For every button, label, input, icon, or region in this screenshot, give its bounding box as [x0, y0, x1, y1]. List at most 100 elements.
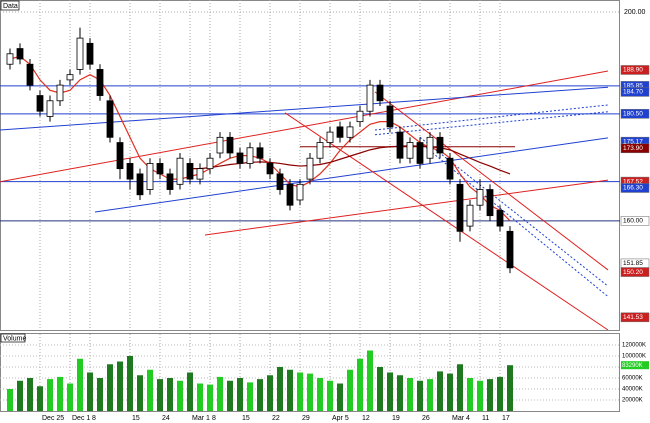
price-marker	[620, 267, 650, 277]
candle-body	[346, 126, 354, 138]
volume-bar	[47, 379, 53, 411]
volume-bar	[57, 376, 63, 411]
chart-title: Data	[3, 3, 18, 10]
candle-body	[436, 136, 444, 154]
volume-bar	[367, 350, 373, 411]
price-marker	[620, 216, 650, 226]
price-marker-label: 166.30	[623, 185, 643, 192]
candle-body	[366, 84, 374, 112]
y-tick-label: 200.00	[624, 9, 646, 16]
price-marker	[620, 183, 650, 193]
trendline	[374, 104, 609, 131]
candle-body	[266, 163, 274, 175]
title-box	[0, 0, 20, 11]
candle-body	[26, 63, 34, 86]
price-marker	[620, 65, 650, 75]
x-tick-label: Dec 1	[72, 415, 90, 422]
volume-bar	[177, 380, 183, 411]
volume-tick-label: 100000K	[622, 354, 646, 360]
volume-marker	[621, 361, 649, 370]
x-tick-label: Apr 5	[332, 415, 349, 422]
volume-bar	[297, 372, 303, 411]
trendline	[0, 70, 609, 183]
price-marker-label: 184.70	[623, 89, 643, 96]
x-tick-label: 12	[362, 415, 370, 422]
volume-bar	[107, 364, 113, 411]
volume-bar	[477, 380, 483, 411]
volume-bar	[357, 358, 363, 411]
trendline	[0, 86, 609, 131]
volume-bar	[447, 373, 453, 411]
x-tick-label: 19	[392, 415, 400, 422]
volume-bar	[187, 372, 193, 411]
candle-body	[16, 48, 24, 60]
candle-body	[386, 105, 394, 128]
volume-bar	[397, 375, 403, 411]
candle-body	[56, 84, 64, 102]
volume-bar	[207, 384, 213, 411]
volume-title-box	[0, 333, 26, 343]
x-tick-label: Mar 1	[192, 415, 210, 422]
candle-body	[196, 168, 204, 180]
candle-body	[466, 204, 474, 227]
candle-body	[306, 157, 314, 180]
marks	[6, 27, 514, 411]
candle-body	[506, 230, 514, 269]
candle-body	[246, 147, 254, 164]
price-marker-label: 175.17	[623, 138, 643, 145]
volume-bar	[307, 373, 313, 411]
x-tick-label: 26	[422, 415, 430, 422]
volume-bar	[197, 383, 203, 411]
candle-body	[76, 37, 84, 70]
price-marker-label: 188.90	[623, 67, 643, 74]
volume-bar	[67, 383, 73, 411]
volume-bar	[437, 371, 443, 411]
x-tick-label: 15	[132, 415, 140, 422]
volume-tick-label: 20000K	[622, 398, 643, 404]
x-tick-label: 15	[242, 415, 250, 422]
volume-bar	[387, 372, 393, 411]
candle-body	[326, 131, 334, 143]
volume-bar	[267, 375, 273, 411]
candle-body	[36, 95, 44, 112]
price-marker	[620, 143, 650, 154]
candle-body	[496, 210, 504, 227]
candle-body	[86, 42, 94, 65]
volume-bar	[497, 376, 503, 411]
candle-body	[46, 100, 54, 117]
volume-bar	[137, 375, 143, 411]
price-marker	[620, 87, 650, 97]
price-marker-label: 141.53	[623, 314, 643, 321]
volume-marker-label: 83290K	[622, 363, 643, 369]
candle-body	[6, 53, 14, 65]
price-marker	[620, 312, 650, 323]
x-tick-label: 17	[502, 415, 510, 422]
candle-body	[106, 100, 114, 138]
volume-bar	[287, 369, 293, 411]
volume-bar	[427, 379, 433, 411]
candle-body	[146, 163, 154, 190]
price-marker-label: 173.90	[623, 145, 643, 152]
trendline	[374, 111, 609, 136]
volume-bar	[7, 389, 13, 411]
candle-body	[416, 142, 424, 164]
price-marker-label: 151.85	[623, 260, 643, 267]
volume-bar	[467, 378, 473, 411]
candle-body	[336, 126, 344, 138]
trendline	[284, 112, 609, 331]
candle-body	[486, 189, 494, 217]
candle-body	[476, 189, 484, 206]
candle-body	[166, 173, 174, 190]
trendline	[374, 91, 609, 271]
x-tick-label: 22	[272, 415, 280, 422]
candle-body	[426, 136, 434, 159]
volume-bar	[77, 358, 83, 411]
volume-bar	[217, 376, 223, 411]
candle-body	[296, 183, 304, 201]
candle-body	[116, 142, 124, 170]
x-tick-label: 8	[92, 415, 96, 422]
candle-body	[396, 131, 404, 159]
candle-body	[356, 110, 364, 123]
volume-bar	[17, 380, 23, 411]
candle-body	[316, 142, 324, 159]
